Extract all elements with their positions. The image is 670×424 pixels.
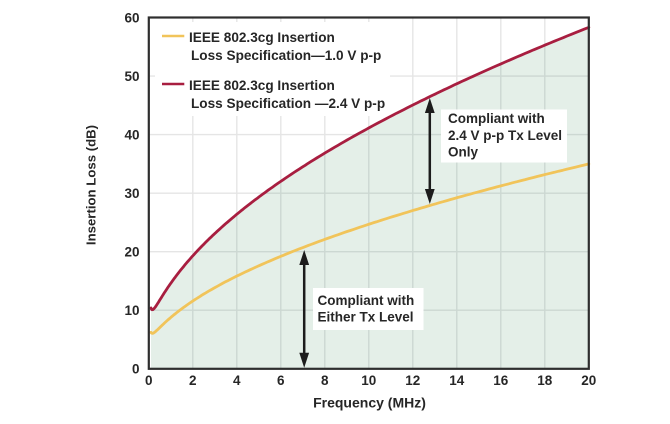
svg-text:20: 20 (124, 245, 139, 260)
svg-text:Loss Specification —2.4 V p-p: Loss Specification —2.4 V p-p (191, 96, 385, 111)
svg-text:Only: Only (448, 145, 478, 160)
svg-text:IEEE 802.3cg Insertion: IEEE 802.3cg Insertion (189, 78, 335, 93)
svg-text:Either Tx Level: Either Tx Level (318, 310, 414, 325)
svg-text:40: 40 (124, 127, 139, 142)
svg-text:30: 30 (124, 186, 139, 201)
svg-text:Loss Specification—1.0 V p-p: Loss Specification—1.0 V p-p (191, 48, 381, 63)
svg-text:0: 0 (132, 362, 140, 377)
svg-text:10: 10 (361, 373, 376, 388)
svg-text:2.4 V p-p Tx Level: 2.4 V p-p Tx Level (448, 128, 562, 143)
svg-text:8: 8 (321, 373, 329, 388)
svg-text:Frequency (MHz): Frequency (MHz) (313, 395, 426, 411)
svg-text:12: 12 (405, 373, 420, 388)
svg-text:2: 2 (189, 373, 197, 388)
svg-text:6: 6 (277, 373, 285, 388)
svg-text:0: 0 (145, 373, 153, 388)
svg-text:14: 14 (449, 373, 465, 388)
svg-text:50: 50 (124, 69, 139, 84)
svg-text:Insertion Loss (dB): Insertion Loss (dB) (84, 125, 99, 245)
svg-text:IEEE 802.3cg Insertion: IEEE 802.3cg Insertion (189, 30, 335, 45)
svg-text:Compliant with: Compliant with (318, 293, 415, 308)
svg-text:10: 10 (124, 303, 139, 318)
svg-text:16: 16 (493, 373, 509, 388)
svg-text:Compliant with: Compliant with (448, 111, 545, 126)
svg-text:20: 20 (581, 373, 596, 388)
svg-text:18: 18 (537, 373, 553, 388)
svg-text:60: 60 (124, 10, 139, 25)
svg-text:4: 4 (233, 373, 241, 388)
